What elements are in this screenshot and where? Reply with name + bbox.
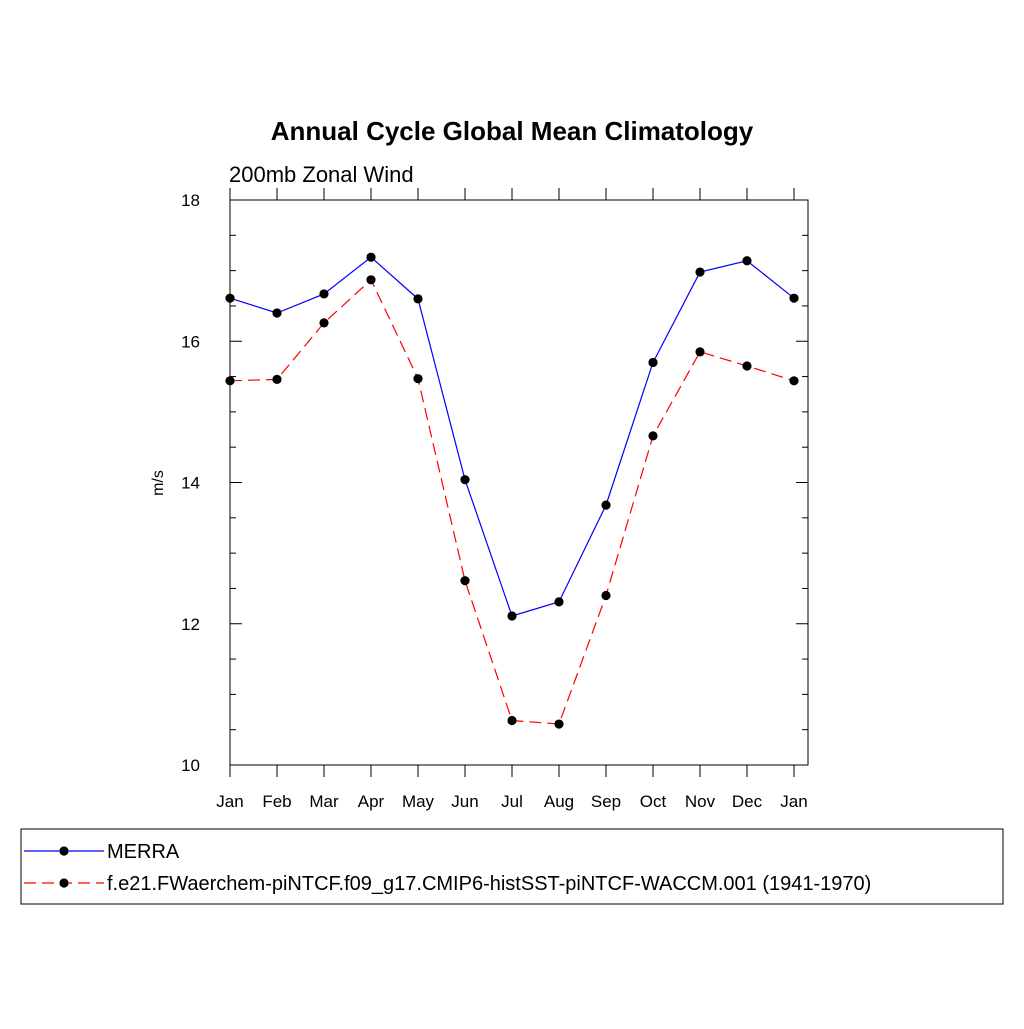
- series-0-point: [554, 597, 564, 607]
- legend-box: [20, 828, 1004, 905]
- x-tick-label: Sep: [591, 792, 621, 811]
- series-1-point: [319, 318, 329, 328]
- y-axis-label: m/s: [150, 470, 167, 496]
- plot-frame: [229, 199, 809, 766]
- legend-marker-0: [59, 846, 69, 856]
- plot-area: 10 12 14 16 18 Jan Feb Mar Apr May Jun Jul Aug Sep Oct…: [181, 188, 809, 811]
- series-0-point: [648, 357, 658, 368]
- series-line-1: [229, 278, 795, 725]
- series-0-point: [789, 293, 799, 303]
- series-0-point: [601, 500, 611, 510]
- y-tick-label: 10: [181, 756, 200, 775]
- series-0-point: [507, 611, 517, 621]
- series-0-point: [742, 256, 752, 266]
- x-tick-label: Feb: [262, 792, 291, 811]
- series-0-point: [225, 293, 235, 303]
- series-1-point: [460, 576, 470, 586]
- x-tick-label: May: [402, 792, 435, 811]
- series-1-point: [507, 715, 517, 726]
- x-tick-label: Oct: [640, 792, 667, 811]
- series-1-point: [648, 431, 658, 441]
- y-tick-label: 12: [181, 615, 200, 634]
- chart-subtitle: 200mb Zonal Wind: [229, 162, 414, 187]
- x-tick-label: Mar: [309, 792, 339, 811]
- series-line-0: [229, 256, 795, 617]
- series-1-point: [225, 376, 235, 386]
- legend-marker-1: [59, 878, 69, 888]
- x-tick-label: Nov: [685, 792, 716, 811]
- series-1-point: [695, 347, 705, 357]
- series-1-point: [366, 275, 376, 285]
- legend-label-1: f.e21.FWaerchem-piNTCF.f09_g17.CMIP6-his…: [107, 873, 871, 895]
- y-tick-label: 18: [181, 191, 200, 210]
- x-tick-label: Aug: [544, 792, 574, 811]
- legend: MERRA f.e21.FWaerchem-piNTCF.f09_g17.CMIP…: [20, 828, 1004, 905]
- x-tick-label: Jan: [780, 792, 807, 811]
- series-1-point: [742, 361, 752, 371]
- x-tick-label: Jan: [216, 792, 243, 811]
- x-tick-label: Dec: [732, 792, 763, 811]
- legend-label-0: MERRA: [107, 841, 180, 863]
- series-1-point: [272, 374, 282, 384]
- x-tick-label: Apr: [358, 792, 385, 811]
- series-0-point: [272, 308, 282, 318]
- series-1-point: [413, 374, 423, 384]
- chart-title: Annual Cycle Global Mean Climatology: [271, 116, 754, 146]
- series-1-point: [789, 376, 799, 386]
- series-1-point: [601, 590, 611, 601]
- series-0-point: [460, 475, 470, 485]
- series-0-point: [695, 267, 705, 277]
- y-tick-label: 14: [181, 474, 200, 493]
- x-tick-label: Jul: [501, 792, 523, 811]
- x-tick-label: Jun: [451, 792, 478, 811]
- series-0-point: [366, 252, 376, 262]
- series-0-point: [319, 289, 329, 299]
- series-1-point: [554, 719, 564, 729]
- series-0-point: [413, 294, 423, 304]
- y-tick-label: 16: [181, 332, 200, 351]
